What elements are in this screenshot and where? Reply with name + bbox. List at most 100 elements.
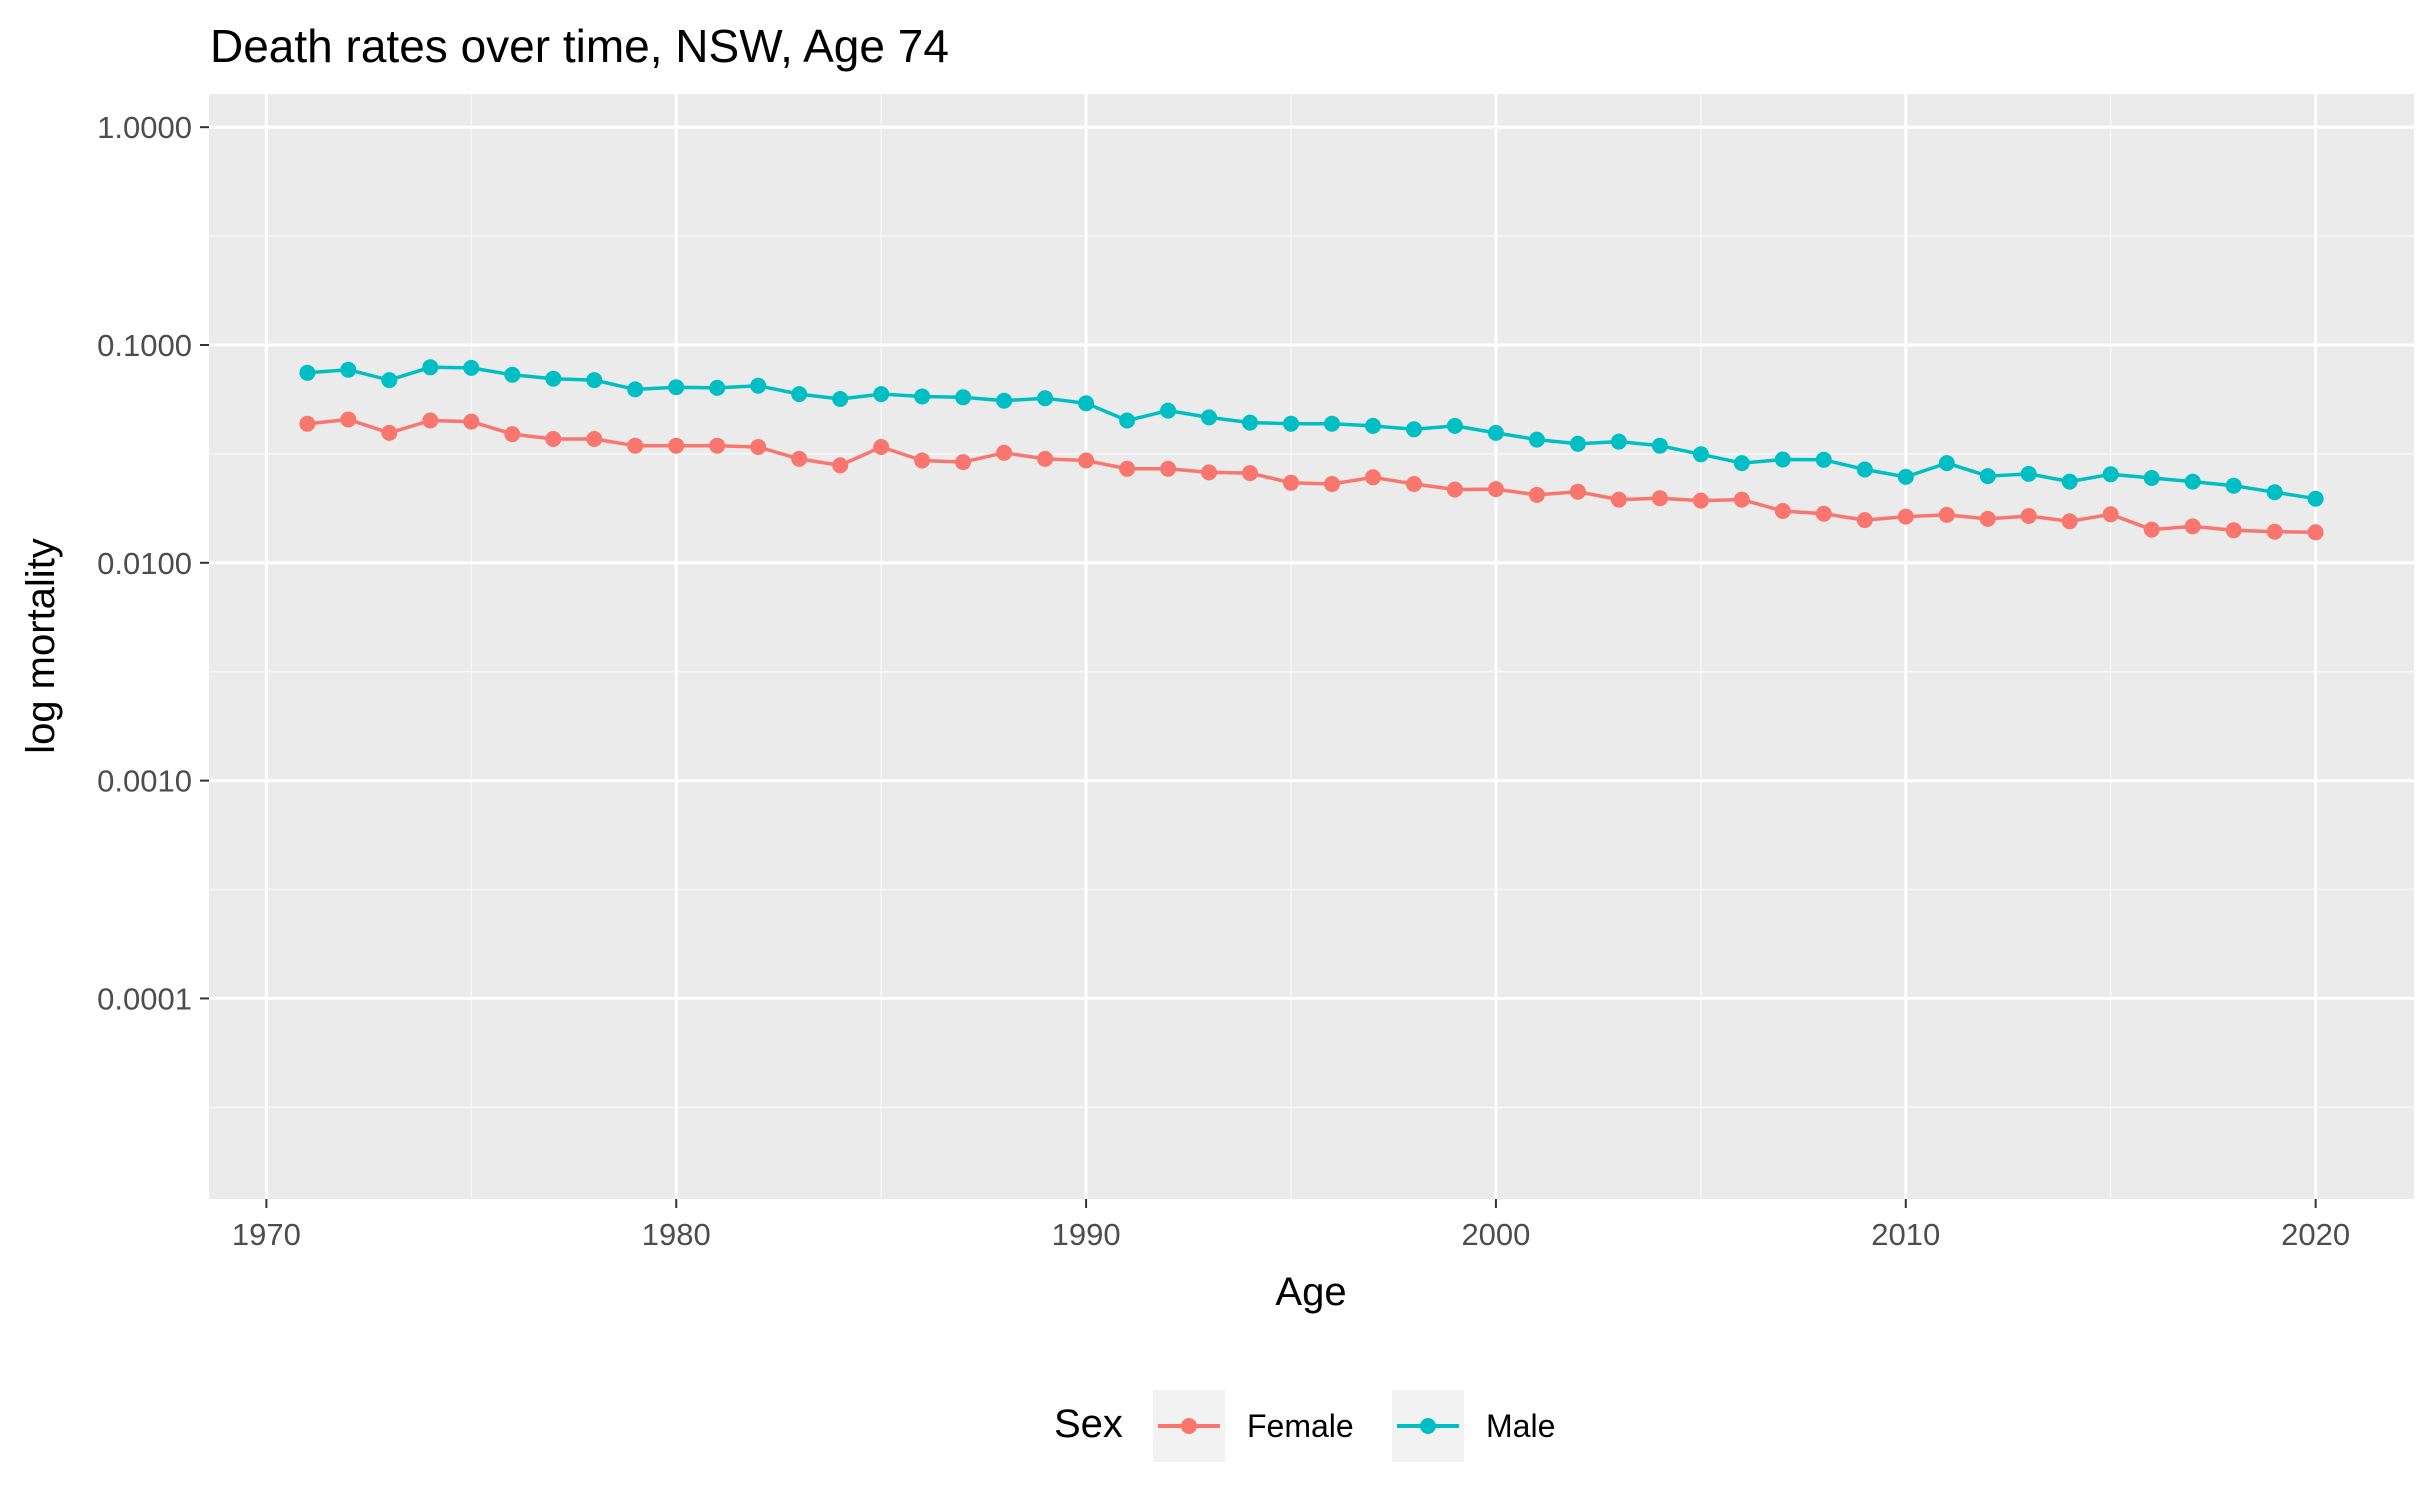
x-tick-label: 1970 (232, 1217, 301, 1252)
data-point-male (2225, 477, 2242, 494)
data-point-male (832, 391, 849, 407)
data-point-male (1938, 455, 1955, 472)
data-point-female (873, 439, 890, 455)
data-point-female (832, 457, 849, 474)
data-point-female (1487, 481, 1504, 498)
data-point-male (627, 381, 644, 398)
data-point-male (381, 372, 398, 389)
data-point-male (299, 364, 316, 381)
data-point-male (2266, 484, 2283, 501)
data-point-female (1938, 506, 1955, 523)
data-point-male (2061, 473, 2078, 490)
data-point-male (1406, 421, 1422, 438)
series-male (299, 359, 2324, 507)
legend-item-male: Male (1392, 1390, 1555, 1462)
data-point-female (463, 413, 480, 430)
major-gridlines (209, 94, 2414, 1199)
minor-gridlines (209, 94, 2414, 1199)
data-point-male (1692, 446, 1709, 463)
data-point-male (422, 359, 439, 376)
data-point-male (1119, 412, 1136, 429)
data-point-female (996, 444, 1013, 461)
legend-label-male: Male (1486, 1408, 1555, 1444)
data-point-male (873, 386, 890, 403)
data-point-male (1283, 415, 1299, 432)
data-point-male (996, 392, 1013, 409)
data-point-female (1119, 460, 1136, 477)
data-point-male (791, 386, 808, 403)
data-point-male (1528, 431, 1545, 448)
data-point-male (1651, 437, 1668, 454)
data-point-female (1569, 483, 1586, 500)
data-point-female (1365, 469, 1381, 486)
data-point-female (1610, 491, 1627, 508)
legend-label-female: Female (1247, 1408, 1354, 1444)
y-axis: 0.0001 0.0010 0.0100 0.1000 1.0000 (97, 110, 209, 1016)
data-point-male (1487, 424, 1504, 441)
plot-panel (209, 94, 2414, 1199)
data-point-male (340, 361, 357, 378)
data-point-male (2143, 470, 2160, 486)
data-point-female (1037, 450, 1054, 467)
data-point-female (1078, 452, 1095, 469)
data-point-male (1078, 395, 1095, 412)
data-point-male (955, 389, 972, 406)
y-tick-label: 0.0001 (97, 981, 192, 1016)
data-point-male (586, 372, 603, 389)
data-point-female (381, 424, 398, 441)
data-point-female (750, 439, 767, 455)
data-point-female (545, 431, 562, 447)
data-point-female (1160, 460, 1177, 477)
data-point-male (1569, 435, 1586, 452)
data-point-female (2225, 522, 2242, 539)
data-point-female (1324, 476, 1340, 492)
data-point-female (791, 450, 808, 467)
data-point-female (914, 452, 931, 469)
legend-key-point-female (1181, 1418, 1197, 1434)
data-point-female (1651, 490, 1668, 507)
data-point-female (1897, 508, 1914, 525)
data-point-female (1774, 503, 1791, 519)
x-tick-label: 2020 (2281, 1217, 2350, 1252)
data-point-female (504, 426, 521, 443)
data-point-male (1160, 402, 1177, 419)
data-point-male (1365, 417, 1381, 434)
y-tick-label: 1.0000 (97, 110, 192, 145)
data-point-female (1856, 512, 1873, 529)
data-point-female (2061, 513, 2078, 530)
data-point-female (1733, 491, 1750, 508)
data-point-female (955, 454, 972, 471)
data-point-male (1733, 455, 1750, 472)
data-point-male (545, 370, 562, 387)
legend-item-female: Female (1153, 1390, 1354, 1462)
x-tick-label: 2010 (1871, 1217, 1940, 1252)
x-axis-title: Age (1275, 1270, 1346, 1314)
data-point-female (2102, 506, 2119, 523)
data-point-male (2184, 473, 2201, 490)
data-point-male (504, 366, 521, 383)
data-point-female (1528, 486, 1545, 503)
data-point-male (2020, 465, 2037, 482)
data-point-female (2266, 523, 2283, 540)
data-point-male (1979, 468, 1996, 485)
data-point-male (1201, 409, 1217, 426)
data-point-female (1201, 464, 1217, 481)
data-point-male (1446, 417, 1463, 434)
data-point-male (1774, 451, 1791, 468)
legend: Sex Female Male (1054, 1390, 1555, 1462)
series-female (299, 411, 2324, 541)
data-point-female (2184, 518, 2201, 535)
data-point-female (299, 415, 316, 432)
data-point-female (2020, 508, 2037, 524)
legend-title: Sex (1054, 1402, 1123, 1446)
data-point-female (1979, 510, 1996, 527)
data-point-female (668, 437, 685, 454)
data-point-female (627, 437, 644, 454)
data-point-female (1815, 505, 1832, 522)
data-point-female (586, 431, 603, 447)
data-point-male (463, 359, 480, 376)
y-tick-label: 0.0010 (97, 764, 192, 799)
legend-key-point-male (1420, 1418, 1436, 1434)
data-point-male (914, 388, 931, 405)
